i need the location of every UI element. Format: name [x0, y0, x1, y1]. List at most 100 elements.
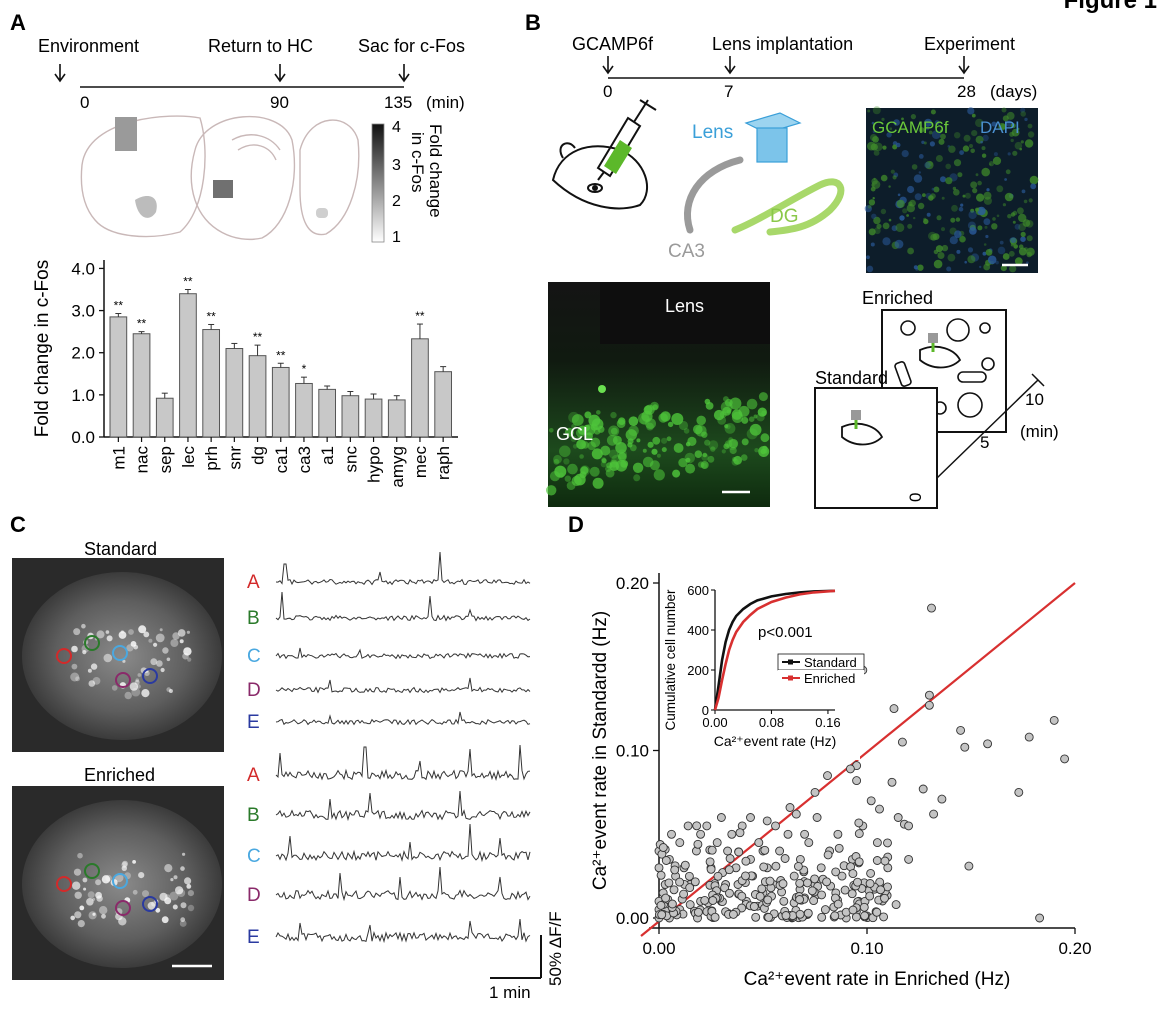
bar-chart: 0.0 1.0 2.0 3.0 4.0 Fold change in c-Fos ** m1 *… [32, 259, 458, 488]
scatter-point [875, 804, 884, 814]
fov-cell [166, 687, 171, 692]
mouse-injection-diagram [551, 99, 657, 210]
gcamp-cell [996, 214, 1000, 218]
gcamp-cell [873, 177, 876, 181]
panel-b: B GCAMP6f Lens implantation Experiment 0… [525, 10, 1059, 509]
gcamp-cell [945, 177, 953, 185]
scatter-x-tick-label: 0.20 [1058, 939, 1091, 958]
gcl-cell [606, 434, 618, 446]
timeline-event-lens: Lens implantation [712, 34, 853, 54]
gcl-cell [591, 418, 604, 431]
colorbar-gradient [371, 123, 385, 243]
fov-cell [87, 668, 92, 673]
roi-circle-c [112, 873, 128, 889]
gcamp-cell [1024, 117, 1028, 122]
gcamp-cell [1005, 169, 1011, 175]
gcamp-cell [971, 130, 978, 137]
gcamp-cell [876, 223, 882, 229]
lens-image-label: Lens [665, 296, 704, 316]
fov-images [12, 558, 224, 980]
lens-histology-image: Lens GCL [546, 282, 770, 507]
bar-significance: ** [206, 309, 216, 323]
fov-cell [118, 631, 127, 639]
timeline-arrows [54, 64, 410, 83]
syringe-plunger [633, 99, 657, 123]
bar-significance: ** [183, 275, 193, 289]
gcamp-cell [909, 199, 916, 207]
scatter-point [817, 890, 827, 900]
brain-hippocampus-arc-2 [237, 144, 277, 161]
gcl-cell [592, 477, 604, 489]
gcamp-cell [980, 140, 983, 144]
gcamp-cell [894, 239, 904, 249]
gcamp-cell [872, 136, 879, 143]
gcl-cell [729, 446, 737, 455]
gcamp-cell [959, 235, 966, 243]
gcamp-cell [917, 202, 925, 210]
inset-legend-label: Standard [804, 655, 857, 670]
scatter-point [683, 821, 693, 831]
gcamp-cell [975, 173, 979, 177]
scatter-point [897, 737, 907, 747]
gcamp-cell [947, 253, 956, 262]
scatter-point [848, 869, 858, 879]
panel-a-timeline: Environment Return to HC Sac for c-Fos 0… [38, 36, 465, 112]
gcl-cell [723, 443, 730, 450]
brain-section-1 [80, 115, 206, 238]
timeline-unit-b: (days) [990, 82, 1037, 101]
bar-category-label: mec [411, 446, 430, 479]
gcl-cell [639, 414, 651, 426]
brain-hippocampus-arc [231, 134, 281, 151]
gcamp-cell [986, 188, 990, 192]
fov-cell [73, 628, 81, 636]
gcl-cell [717, 416, 727, 425]
scatter-point [780, 854, 790, 863]
bar [411, 338, 429, 438]
fov-cell [137, 673, 142, 677]
fov-cell [160, 667, 165, 673]
gcl-cell [754, 448, 759, 453]
gcl-cell [693, 424, 703, 435]
amplitude-scale-label: 50% ΔF/F [546, 911, 565, 986]
fov-cell [71, 663, 78, 670]
gcl-cell [704, 439, 711, 446]
fov-title-standard: Standard [84, 539, 157, 559]
scatter-point [866, 796, 876, 806]
scatter-point [1049, 715, 1059, 725]
fov-cell [187, 890, 194, 897]
fov-cell [83, 887, 87, 891]
fov-title-enriched: Enriched [84, 765, 155, 785]
gcamp-cell [1014, 257, 1023, 266]
brain-region-highlight-3 [213, 180, 233, 198]
scatter-point [696, 829, 706, 839]
gcamp-cell [907, 247, 914, 255]
fov-cell [73, 868, 82, 876]
schedule-tick-5: 5 [980, 433, 989, 452]
gcamp-cell [969, 144, 973, 148]
fov-enriched [12, 786, 224, 980]
scatter-x-tick-label: 0.10 [850, 939, 883, 958]
scatter-point [800, 829, 810, 839]
gcamp-cell [991, 223, 998, 230]
gcamp-cell [954, 230, 962, 238]
scatter-point [854, 857, 864, 867]
scatter-point [775, 846, 785, 856]
gcl-cell [580, 440, 589, 449]
fov-cell [111, 685, 118, 691]
gcamp-cell [948, 145, 956, 153]
scatter-point [918, 784, 928, 794]
gcamp-cell [985, 234, 989, 239]
gcl-cell [593, 427, 601, 435]
colorbar: 4 3 2 1 Fold change in c-Fos [371, 119, 445, 246]
roi-circle-d [115, 900, 131, 916]
bar [364, 398, 383, 438]
scatter-point [848, 905, 858, 915]
gcl-cell [549, 471, 561, 482]
gcamp-cell [895, 142, 901, 148]
fov-cell [135, 678, 140, 682]
scatter-point [684, 871, 694, 881]
bar-category-label: lec [179, 446, 198, 468]
bar-category-label: a1 [318, 446, 337, 465]
colorbar-tick-1: 1 [392, 229, 401, 246]
fov-cell [120, 630, 124, 634]
